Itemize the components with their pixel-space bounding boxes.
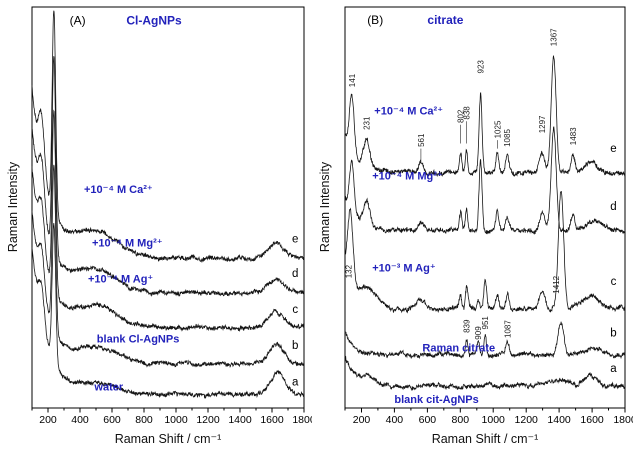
trace-letter-e: e	[610, 143, 616, 155]
svg-text:400: 400	[386, 414, 404, 426]
peak-label-1483: 1483	[569, 127, 578, 145]
peak-label-839: 839	[463, 319, 472, 333]
trace-letter-d: d	[610, 201, 616, 213]
panel-title: citrate	[427, 13, 463, 27]
panel-title: Cl-AgNPs	[126, 13, 182, 27]
trace-d	[31, 56, 305, 297]
trace-letter-d: d	[292, 268, 298, 280]
svg-text:1800: 1800	[613, 414, 633, 426]
peak-label-561: 561	[417, 133, 426, 147]
trace-label-c: +10⁻³ M Ag⁺	[372, 263, 436, 275]
trace-label-b: blank Cl-AgNPs	[97, 334, 180, 346]
peak-label-1025: 1025	[493, 120, 502, 138]
trace-a	[344, 355, 626, 391]
peak-label-231: 231	[363, 116, 372, 130]
trace-e	[344, 55, 626, 179]
svg-text:200: 200	[39, 414, 57, 426]
trace-letter-b: b	[610, 327, 616, 339]
peak-label-141: 141	[348, 73, 357, 87]
trace-label-a: water	[93, 382, 123, 394]
trace-label-a: blank cit-AgNPs	[394, 394, 478, 406]
peak-label-1297: 1297	[538, 115, 547, 133]
peak-label-909: 909	[474, 326, 483, 340]
svg-text:1000: 1000	[164, 414, 188, 426]
trace-c	[31, 109, 305, 332]
trace-b	[344, 321, 626, 360]
trace-letter-c: c	[611, 276, 617, 288]
svg-text:1200: 1200	[196, 414, 220, 426]
peak-label-132: 132	[344, 264, 353, 278]
trace-letter-a: a	[292, 376, 299, 388]
x-axis-ticks	[31, 408, 305, 413]
y-axis-title-b: Raman Intensity	[318, 161, 332, 253]
x-axis-title-a: Raman Shift / cm⁻¹	[114, 432, 222, 446]
svg-text:1800: 1800	[292, 414, 312, 426]
trace-letter-c: c	[292, 304, 298, 316]
x-axis-tick-labels: 200 400 600 800 1000 1200 1400 1600 1800	[353, 414, 633, 426]
x-axis-tick-labels: 200 400 600 800 1000 1200 1400 1600 1800	[39, 414, 312, 426]
x-axis-ticks	[344, 408, 626, 413]
svg-text:1200: 1200	[515, 414, 539, 426]
peak-label-1412: 1412	[552, 275, 561, 293]
peak-label-951: 951	[481, 316, 490, 330]
peak-label-1367: 1367	[550, 28, 559, 46]
y-axis-title-a: Raman Intensity	[6, 161, 20, 253]
trace-d	[344, 126, 626, 235]
svg-text:400: 400	[71, 414, 89, 426]
svg-text:600: 600	[419, 414, 437, 426]
svg-text:1400: 1400	[547, 414, 571, 426]
trace-c	[344, 191, 626, 314]
spectra-traces	[344, 55, 626, 391]
panel-a-plot: 200 400 600 800 1000 1200 1400 1600 1800 water a bl…	[31, 6, 312, 426]
trace-label-e: +10⁻⁴ M Ca²⁺	[84, 184, 153, 196]
svg-text:1400: 1400	[228, 414, 252, 426]
peak-label-802: 802	[457, 109, 466, 123]
x-axis-title-b: Raman Shift / cm⁻¹	[431, 432, 539, 446]
trace-b	[31, 164, 305, 368]
plot-frame	[31, 6, 305, 409]
panel-b-plot: 200 400 600 800 1000 1200 1400 1600 1800 blank ci…	[344, 6, 633, 426]
svg-text:200: 200	[353, 414, 371, 426]
peak-label-838: 838	[463, 106, 472, 120]
trace-e	[31, 10, 305, 263]
svg-text:1000: 1000	[482, 414, 506, 426]
peak-label-923: 923	[477, 60, 486, 74]
peak-label-1085: 1085	[503, 129, 512, 147]
panel-b: Raman Intensity 200 400 600 800 1000 1200 1400…	[312, 0, 633, 452]
svg-text:800: 800	[135, 414, 153, 426]
panel-tag: (B)	[367, 13, 383, 27]
spectra-traces	[31, 10, 305, 400]
svg-text:600: 600	[103, 414, 121, 426]
peak-label-1087: 1087	[504, 320, 513, 338]
plot-frame	[344, 6, 626, 409]
trace-letter-e: e	[292, 233, 298, 245]
trace-label-c: +10⁻⁴ M Ag⁺	[88, 273, 153, 285]
trace-letter-a: a	[610, 363, 617, 375]
trace-label-e: +10⁻⁴ M Ca²⁺	[374, 106, 443, 118]
panel-a: Raman Intensity 200 400 600 800 1000 1200 1400…	[0, 0, 312, 452]
svg-text:1600: 1600	[580, 414, 604, 426]
trace-a	[31, 222, 305, 400]
trace-label-d: +10⁻⁴ M Mg²⁺	[372, 170, 443, 182]
svg-text:800: 800	[452, 414, 470, 426]
trace-label-b: Raman citrate	[422, 343, 495, 355]
trace-label-d: +10⁻⁴ M Mg²⁺	[92, 237, 163, 249]
svg-text:1600: 1600	[260, 414, 284, 426]
trace-letter-b: b	[292, 340, 298, 352]
panel-tag: (A)	[70, 13, 86, 27]
